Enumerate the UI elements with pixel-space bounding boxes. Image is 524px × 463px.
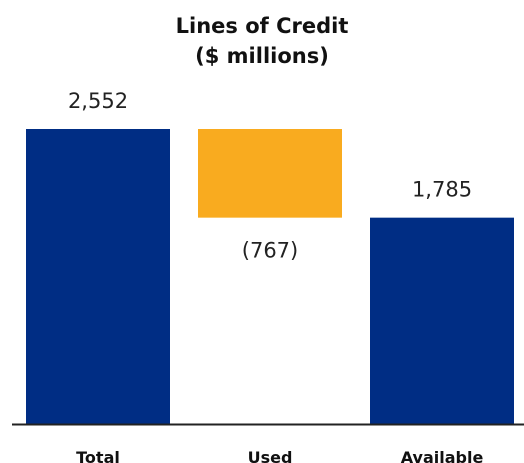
x-tick-label-used: Used	[248, 448, 293, 463]
chart-title-line2: ($ millions)	[195, 44, 329, 68]
data-label-used: (767)	[242, 239, 298, 263]
x-tick-label-available: Available	[401, 448, 484, 463]
bar-used	[198, 129, 342, 218]
data-label-available: 1,785	[412, 178, 472, 202]
data-label-total: 2,552	[68, 89, 128, 113]
bar-available	[370, 217, 514, 424]
x-tick-label-total: Total	[76, 448, 120, 463]
chart-title-line1: Lines of Credit	[175, 14, 349, 38]
bar-total	[26, 129, 170, 424]
